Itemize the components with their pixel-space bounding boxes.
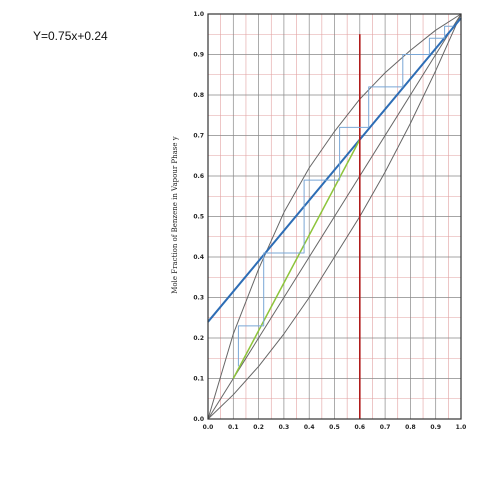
y-tick-label: 0.2 <box>193 335 204 342</box>
equilibrium-line <box>207 13 462 420</box>
equation-label: Y=0.75x+0.24 <box>33 29 108 43</box>
x-tick-label: 0.6 <box>354 424 365 431</box>
y-axis-label: Mole Fraction of Benzene in Vapour Phase… <box>171 136 179 294</box>
diagonal-line <box>207 13 462 420</box>
x-tick-label: 0.2 <box>253 424 264 431</box>
lower-curve-line <box>207 13 462 420</box>
y-tick-label: 0.5 <box>193 214 204 221</box>
x-tick-label: 0.0 <box>203 424 214 431</box>
x-tick-label: 0.4 <box>304 424 315 431</box>
operating-line-line <box>207 17 462 323</box>
plot-series <box>207 13 462 420</box>
axes <box>207 13 462 420</box>
x-tick-label: 0.7 <box>380 424 391 431</box>
stripping-line-line <box>232 139 361 379</box>
stages-line <box>237 25 454 367</box>
y-tick-labels: 0.0 0.1 0.2 0.3 0.4 0.5 0.6 0.7 0.8 0.9 1.0 <box>193 11 204 423</box>
y-tick-label: 0.6 <box>193 173 204 180</box>
y-tick-label: 0.3 <box>193 295 204 302</box>
y-tick-label: 0.1 <box>193 376 204 383</box>
x-tick-label: 0.8 <box>405 424 416 431</box>
y-tick-label: 0.8 <box>193 92 204 99</box>
y-tick-label: 0.7 <box>193 133 204 140</box>
x-tick-label: 0.1 <box>228 424 239 431</box>
y-tick-label: 0.9 <box>193 52 204 59</box>
y-tick-label: 0.4 <box>193 254 204 261</box>
x-tick-label: 1.0 <box>456 424 467 431</box>
x-tick-label: 0.9 <box>430 424 441 431</box>
grid <box>208 14 461 419</box>
plot-frame <box>207 13 462 420</box>
x-tick-label: 0.3 <box>279 424 290 431</box>
y-tick-label: 1.0 <box>193 11 204 18</box>
y-tick-label: 0.0 <box>193 416 204 423</box>
x-tick-label: 0.5 <box>329 424 340 431</box>
x-tick-labels: 0.0 0.1 0.2 0.3 0.4 0.5 0.6 0.7 0.8 0.9 1.0 <box>203 424 467 431</box>
